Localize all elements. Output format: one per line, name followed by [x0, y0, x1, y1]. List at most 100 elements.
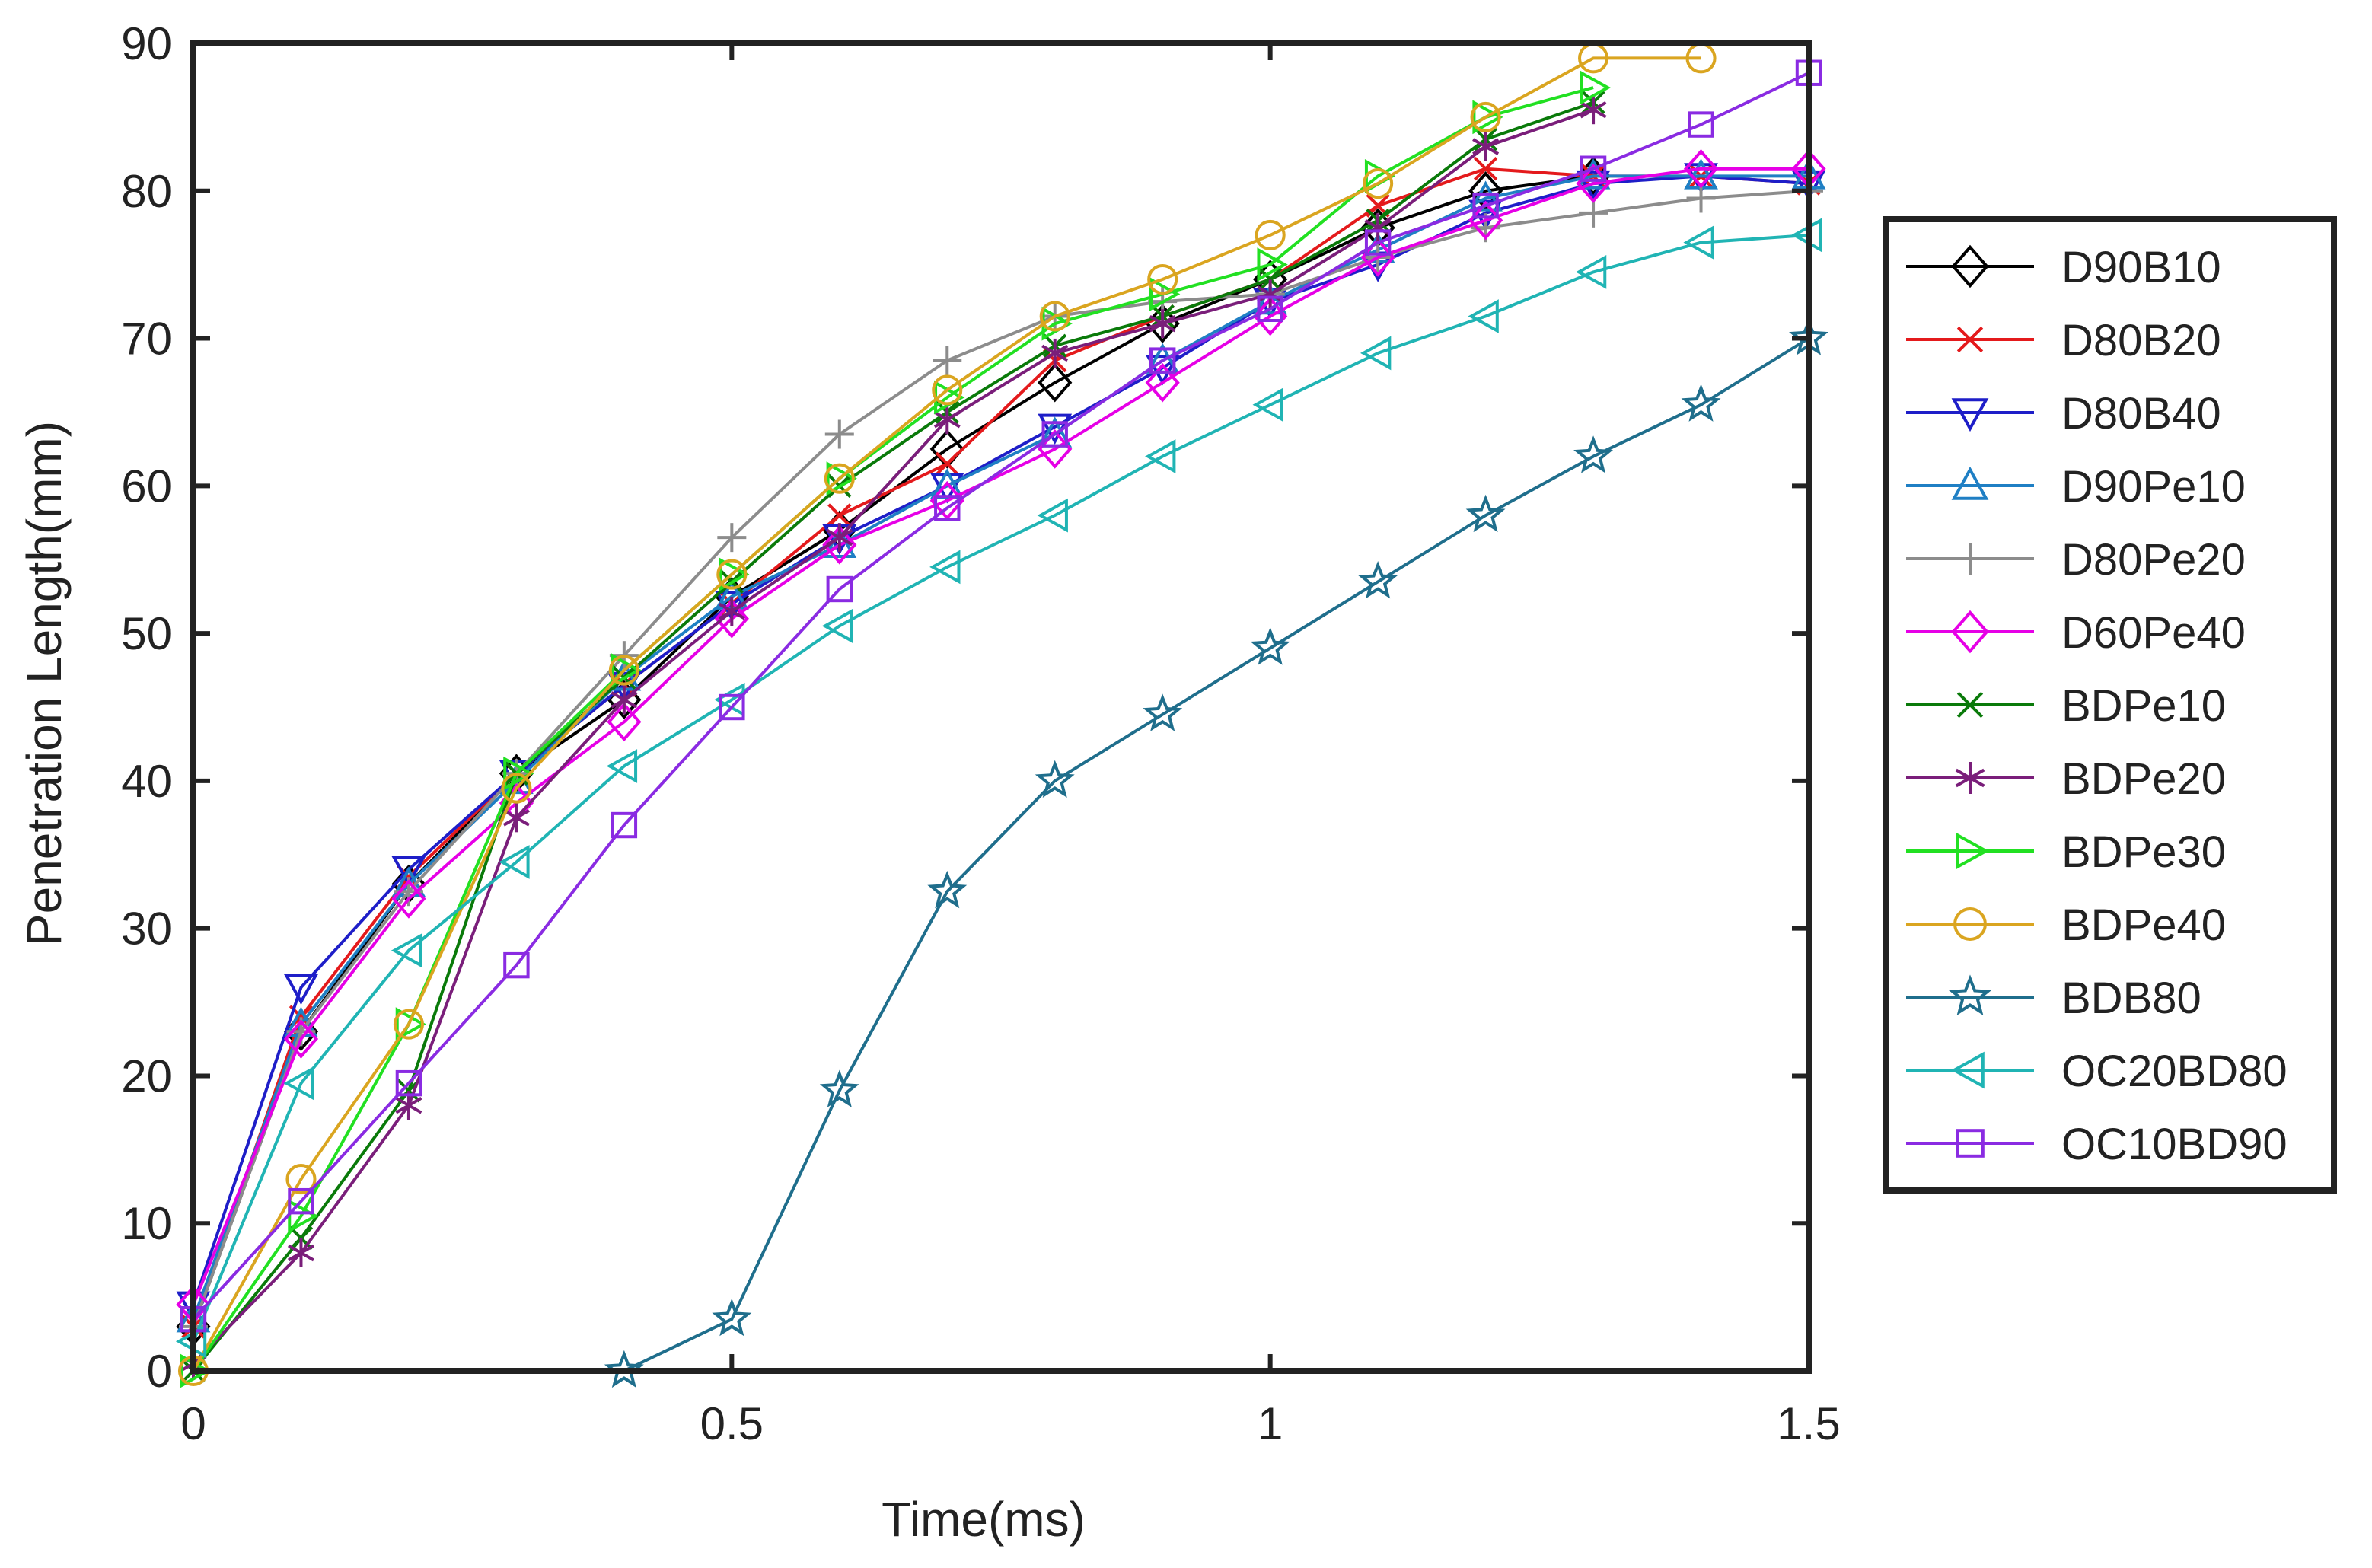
legend-item-bdpe30[interactable]: BDPe30	[1906, 827, 2226, 877]
data-point-bdpe30-shape	[826, 461, 857, 496]
legend-marker-oc10bd90	[1956, 1129, 1985, 1158]
legend-marker-d60pe40	[1951, 610, 1989, 654]
data-point-bdpe20-stroke-c	[1149, 314, 1176, 333]
data-point-d60pe40	[714, 598, 749, 639]
legend-item-bdpe20[interactable]: BDPe20	[1906, 754, 2226, 804]
legend-item-d60pe40[interactable]: D60Pe40	[1906, 608, 2246, 658]
series-line-bdpe20	[192, 108, 1594, 1365]
data-point-oc10bd90-shape	[1472, 192, 1499, 219]
legend[interactable]: D90B10 D80B20 D80B40 D90Pe10 D80Pe20 D60Pe40 B…	[1883, 216, 2337, 1194]
data-point-bdpe30-shape	[1472, 100, 1503, 135]
legend-item-d80pe20[interactable]: D80Pe20	[1906, 535, 2246, 585]
data-point-d80pe20	[824, 419, 854, 449]
data-point-oc10bd90	[503, 951, 530, 979]
x-tick-label: 0.5	[700, 1398, 764, 1449]
data-point-bdb80-shape	[927, 870, 968, 909]
data-point-d60pe40-shape	[1683, 148, 1719, 189]
y-tick-label: 80	[121, 166, 172, 217]
data-point-d60pe40	[283, 1019, 319, 1059]
data-point-bdpe20-stroke-c	[395, 1096, 422, 1114]
legend-label-d90b10: D90B10	[2061, 243, 2221, 292]
x-tick-label: 0	[180, 1398, 206, 1449]
data-point-bdpe20-stroke-c	[1041, 344, 1069, 362]
data-point-bdb80	[712, 1298, 752, 1337]
data-point-bdb80	[819, 1069, 859, 1107]
data-point-oc20bd80-shape	[606, 749, 638, 783]
data-point-oc10bd90	[719, 693, 745, 721]
data-point-bdpe30-shape	[395, 1007, 427, 1042]
legend-item-d80b40[interactable]: D80B40	[1906, 389, 2221, 438]
data-point-d60pe40	[929, 480, 964, 521]
data-point-oc10bd90	[1364, 229, 1392, 256]
x-tick-label: 1.5	[1777, 1398, 1840, 1449]
y-tick-label: 0	[147, 1346, 172, 1397]
data-point-oc10bd90-shape	[719, 693, 745, 721]
data-point-bdpe40	[285, 1164, 317, 1195]
legend-marker-bdpe10	[1956, 691, 1984, 719]
series-line-d80b40	[192, 174, 1809, 1305]
data-point-oc10bd90-shape	[934, 495, 961, 521]
data-point-d80b20-stroke-b	[935, 451, 959, 476]
data-point-oc10bd90-shape	[503, 951, 530, 979]
data-point-oc10bd90	[1041, 421, 1068, 448]
data-point-bdpe40	[824, 463, 855, 494]
legend-item-oc20bd80[interactable]: OC20BD80	[1906, 1047, 2288, 1096]
data-point-bdb80-shape	[1358, 560, 1398, 599]
data-point-d80b20	[935, 451, 959, 476]
data-point-d60pe40	[607, 702, 642, 742]
legend-item-oc10bd90[interactable]: OC10BD90	[1906, 1120, 2288, 1169]
legend-marker-oc20bd80	[1950, 1051, 1985, 1089]
data-point-d90b10-shape	[929, 429, 964, 469]
data-point-bdpe20	[502, 803, 530, 833]
data-point-d80b40	[284, 974, 318, 1005]
data-point-bdpe20	[1472, 132, 1500, 161]
data-point-d80b20-stroke-b	[1473, 157, 1498, 181]
data-point-oc10bd90-shape	[1688, 111, 1714, 138]
legend-marker-d80b20-stroke-b	[1956, 326, 1984, 353]
legend-label-bdpe40: BDPe40	[2061, 900, 2226, 950]
legend-item-d90pe10[interactable]: D90Pe10	[1906, 462, 2246, 512]
data-point-oc10bd90	[826, 575, 853, 603]
data-point-d90pe10	[1253, 283, 1288, 315]
data-point-oc20bd80-shape	[929, 550, 961, 585]
data-point-bdb80	[927, 870, 968, 909]
data-point-bdpe40	[716, 559, 748, 590]
y-tick-label: 90	[121, 18, 172, 69]
legend-marker-bdb80	[1948, 974, 1992, 1015]
axes: 0 0.5 1 1.5 0 10 20 30 40 50 60 70 80 90	[121, 18, 1840, 1449]
data-point-oc10bd90-shape	[1149, 347, 1176, 374]
data-point-oc20bd80-shape	[1360, 336, 1392, 371]
data-point-bdpe40-shape	[1363, 168, 1394, 199]
data-point-oc20bd80-shape	[283, 1066, 314, 1101]
series-bdpe20	[180, 95, 1607, 1378]
data-point-oc10bd90-shape	[1257, 295, 1283, 323]
data-point-bdpe30-shape	[611, 653, 642, 687]
legend-item-bdpe10[interactable]: BDPe10	[1906, 681, 2226, 731]
legend-item-d80b20[interactable]: D80B20	[1906, 316, 2221, 365]
data-point-bdpe20-stroke-c	[826, 528, 853, 547]
legend-marker-oc20bd80-shape	[1950, 1051, 1985, 1089]
series-line-bdpe10	[192, 100, 1594, 1372]
data-point-oc20bd80-shape	[1252, 387, 1283, 422]
data-point-bdpe40	[1363, 168, 1394, 199]
legend-item-d90b10[interactable]: D90B10	[1906, 243, 2221, 292]
data-point-bdpe20-stroke-c	[502, 809, 530, 827]
legend-label-d90pe10: D90Pe10	[2061, 462, 2246, 512]
legend-item-bdb80[interactable]: BDB80	[1906, 974, 2201, 1023]
series-line-oc20bd80	[192, 233, 1809, 1342]
legend-marker-bdpe40-shape	[1953, 907, 1987, 941]
plot-area	[175, 43, 1828, 1388]
legend-item-bdpe40[interactable]: BDPe40	[1906, 900, 2226, 950]
data-point-bdpe20	[933, 405, 961, 435]
data-point-oc20bd80	[1468, 299, 1499, 333]
y-tick-label: 20	[121, 1050, 172, 1101]
data-point-d60pe40-shape	[607, 702, 642, 742]
legend-marker-d90pe10-shape	[1951, 466, 1989, 500]
legend-marker-bdpe20-stroke-c	[1955, 768, 1985, 788]
data-point-bdpe20	[611, 685, 638, 715]
data-point-bdpe40-shape	[716, 559, 748, 590]
series-line-bdpe40	[192, 56, 1701, 1372]
data-point-d80b20	[1473, 157, 1498, 181]
data-point-bdb80	[1035, 760, 1075, 798]
data-point-bdb80	[604, 1350, 644, 1388]
